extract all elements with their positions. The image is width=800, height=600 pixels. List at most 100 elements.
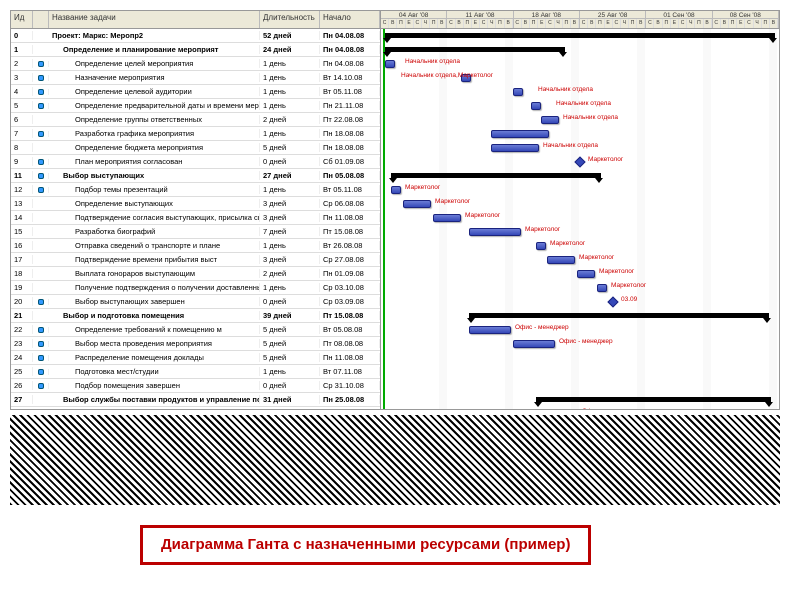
table-row[interactable]: 7Разработка графика мероприятия1 деньПн … [11, 127, 380, 141]
cell-start: Вт 26.08.08 [320, 241, 380, 250]
cell-id: 4 [11, 87, 33, 96]
table-row[interactable]: 14Подтверждение согласия выступающих, пр… [11, 211, 380, 225]
cell-id: 21 [11, 311, 33, 320]
table-row[interactable]: 3Назначение мероприятия1 деньВт 14.10.08 [11, 71, 380, 85]
cell-duration: 39 дней [260, 311, 320, 320]
summary-bar[interactable] [385, 47, 565, 52]
day-cell: С [447, 19, 455, 28]
day-cell: Е [737, 19, 745, 28]
col-dur[interactable]: Длительность [260, 11, 320, 28]
chart-body[interactable]: Начальник отделаНачальник отдела,Маркето… [381, 29, 779, 409]
chart-row [381, 309, 779, 323]
table-row[interactable]: 1Определение и планирование мероприят24 … [11, 43, 380, 57]
cell-start: Пт 22.08.08 [320, 115, 380, 124]
bar-label: Маркетолог [611, 282, 646, 289]
week-days: СВПЕСЧПВ [580, 19, 645, 28]
cell-id: 5 [11, 101, 33, 110]
table-row[interactable]: 9План мероприятия согласован0 днейСб 01.… [11, 155, 380, 169]
summary-bar[interactable] [391, 173, 601, 178]
table-row[interactable]: 8Определение бюджета мероприятия5 днейПн… [11, 141, 380, 155]
summary-bar[interactable] [536, 397, 771, 402]
cell-info [33, 103, 49, 109]
cell-start: Ср 31.10.08 [320, 381, 380, 390]
task-bar[interactable] [513, 340, 555, 348]
cell-duration: 0 дней [260, 157, 320, 166]
summary-bar[interactable] [469, 313, 769, 318]
table-row[interactable]: 26Подбор помещения завершен0 днейСр 31.1… [11, 379, 380, 393]
cell-start: Вт 05.11.08 [320, 87, 380, 96]
table-row[interactable]: 2Определение целей мероприятия1 деньПн 0… [11, 57, 380, 71]
col-start[interactable]: Начало [320, 11, 380, 28]
cell-name: Выбор места проведения мероприятия [49, 339, 260, 348]
info-icon [38, 131, 44, 137]
col-id[interactable]: Ид [11, 11, 33, 28]
milestone-icon[interactable] [607, 296, 618, 307]
week-column: 11 Авг '08СВПЕСЧПВ [447, 11, 513, 28]
task-bar[interactable] [531, 102, 541, 110]
week-label: 08 Сен '08 [713, 11, 778, 19]
table-row[interactable]: 13Определение выступающих3 днейСр 06.08.… [11, 197, 380, 211]
table-row[interactable]: 16Отправка сведений о транспорте и плане… [11, 239, 380, 253]
day-cell: В [456, 19, 464, 28]
task-bar[interactable] [577, 270, 595, 278]
task-bar[interactable] [403, 200, 431, 208]
task-bar[interactable] [433, 214, 461, 222]
task-bar[interactable] [391, 186, 401, 194]
bar-label: Маркетолог [599, 268, 634, 275]
info-icon [38, 327, 44, 333]
table-row[interactable]: 18Выплата гонораров выступающим2 днейПн … [11, 267, 380, 281]
table-row[interactable]: 0Проект: Маркс: Меропр252 днейПн 04.08.0… [11, 29, 380, 43]
table-row[interactable]: 20Выбор выступающих завершен0 днейСр 03.… [11, 295, 380, 309]
table-row[interactable]: 12Подбор темы презентаций1 деньВт 05.11.… [11, 183, 380, 197]
milestone-icon[interactable] [574, 156, 585, 167]
day-cell: П [430, 19, 438, 28]
summary-bar[interactable] [385, 33, 775, 38]
task-bar[interactable] [541, 116, 559, 124]
day-cell: Ч [754, 19, 762, 28]
task-bar[interactable] [597, 284, 607, 292]
task-bar[interactable] [536, 242, 546, 250]
table-row[interactable]: 21Выбор и подготовка помещения39 днейПт … [11, 309, 380, 323]
table-row[interactable]: 23Выбор места проведения мероприятия5 дн… [11, 337, 380, 351]
task-bar[interactable] [547, 256, 575, 264]
cell-start: Пт 15.08.08 [320, 311, 380, 320]
day-cell: П [464, 19, 472, 28]
day-cell: С [646, 19, 654, 28]
table-row[interactable]: 22Определение требований к помещению м5 … [11, 323, 380, 337]
table-row[interactable]: 5Определение предварительной даты и врем… [11, 99, 380, 113]
table-row[interactable]: 17Подтверждение времени прибытия выст3 д… [11, 253, 380, 267]
cell-start: Пн 04.08.08 [320, 45, 380, 54]
table-row[interactable]: 28Выбор вариантов питания5 днейПн 25.08.… [11, 407, 380, 409]
day-cell: В [389, 19, 397, 28]
task-bar[interactable] [513, 88, 523, 96]
table-row[interactable]: 19Получение подтверждения о получении до… [11, 281, 380, 295]
col-info[interactable] [33, 11, 49, 28]
table-row[interactable]: 27Выбор службы поставки продуктов и упра… [11, 393, 380, 407]
task-bar[interactable] [469, 326, 511, 334]
cell-id: 7 [11, 129, 33, 138]
chart-row [381, 169, 779, 183]
table-row[interactable]: 25Подготовка мест/студии1 деньВт 07.11.0… [11, 365, 380, 379]
week-column: 08 Сен '08СВПЕСЧПВ [713, 11, 779, 28]
table-row[interactable]: 15Разработка биографий7 днейПт 15.08.08 [11, 225, 380, 239]
cell-id: 13 [11, 199, 33, 208]
bar-label: Начальник отдела [556, 100, 611, 107]
week-label: 04 Авг '08 [381, 11, 446, 19]
bar-label: Маркетолог [405, 184, 440, 191]
table-row[interactable]: 11Выбор выступающих27 днейПн 05.08.08 [11, 169, 380, 183]
task-bar[interactable] [385, 60, 395, 68]
cell-id: 22 [11, 325, 33, 334]
table-row[interactable]: 4Определение целевой аудитории1 деньВт 0… [11, 85, 380, 99]
col-name[interactable]: Название задачи [49, 11, 260, 28]
task-bar[interactable] [491, 130, 549, 138]
chart-row: Маркетолог [381, 197, 779, 211]
table-row[interactable]: 6Определение группы ответственных2 днейП… [11, 113, 380, 127]
table-row[interactable]: 24Распределение помещения доклады5 днейП… [11, 351, 380, 365]
task-bar[interactable] [469, 228, 521, 236]
cell-duration: 1 день [260, 87, 320, 96]
cell-duration: 1 день [260, 283, 320, 292]
milestone-label: Маркетолог [588, 156, 623, 163]
task-bar[interactable] [491, 144, 539, 152]
day-cell: Е [671, 19, 679, 28]
cell-start: Ср 27.08.08 [320, 255, 380, 264]
